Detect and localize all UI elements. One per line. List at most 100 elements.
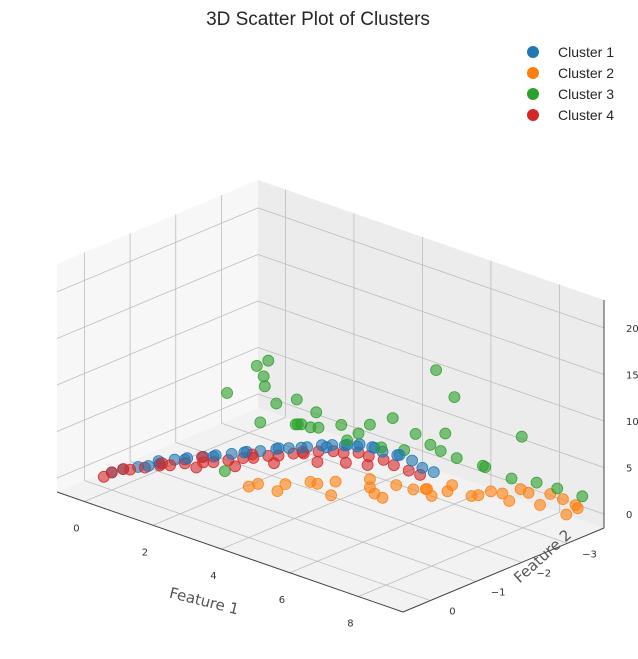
data-point (390, 479, 403, 492)
data-point (196, 451, 208, 464)
data-point (254, 416, 267, 429)
x-tick-label: 6 (279, 595, 285, 606)
data-point (376, 491, 389, 504)
y-grid-line (129, 461, 477, 582)
data-point (221, 387, 234, 399)
axis-panes (57, 180, 604, 612)
data-point (503, 495, 516, 507)
data-point (363, 473, 376, 486)
x-tick-label: 2 (142, 547, 148, 558)
z-tick-label: 0 (626, 510, 632, 521)
data-point (375, 441, 388, 454)
legend-marker (527, 109, 539, 121)
data-point (416, 461, 429, 474)
data-point (386, 412, 399, 425)
axis-lines (56, 300, 605, 613)
legend-marker (527, 67, 539, 79)
data-point (311, 456, 324, 468)
data-point (450, 452, 463, 465)
data-point (534, 498, 546, 511)
data-point (434, 445, 447, 457)
data-point (238, 446, 251, 459)
legend-label: Cluster 3 (558, 86, 614, 102)
data-point (229, 460, 242, 473)
z-grid-line (257, 300, 605, 422)
data-point (124, 463, 137, 476)
back-wall-pane (258, 180, 604, 528)
data-point (353, 438, 366, 451)
x-axis-line (56, 491, 404, 613)
y-tick-label: −1 (491, 587, 506, 598)
data-point (427, 466, 440, 479)
data-point (557, 493, 569, 506)
x-grid-line (221, 464, 423, 550)
legend-label: Cluster 2 (558, 65, 614, 81)
data-point (218, 465, 231, 478)
legend-label: Cluster 1 (558, 44, 614, 60)
data-point (341, 434, 354, 447)
data-point (576, 490, 589, 503)
data-point (270, 442, 283, 455)
x-grid-line (358, 512, 560, 597)
data-point (515, 430, 528, 443)
x-tick-label: 4 (210, 571, 216, 582)
z-tick-label: 5 (626, 464, 632, 475)
data-point (320, 441, 333, 454)
data-point (252, 477, 264, 490)
data-point (257, 370, 270, 383)
data-point (363, 418, 376, 431)
legend-marker (527, 88, 539, 100)
floor-pane (57, 408, 604, 612)
x-grid-line (289, 488, 492, 574)
data-point (530, 476, 543, 489)
data-point (421, 483, 433, 495)
data-point (441, 485, 454, 498)
data-point (290, 393, 303, 406)
data-point (472, 489, 485, 502)
data-point (310, 406, 323, 419)
data-point (409, 427, 422, 440)
data-point (250, 359, 263, 372)
tick-labels: 0 2 4 6 8 −3 −2 −1 0 0 5 10 15 20 (73, 324, 638, 630)
data-point (402, 464, 415, 477)
data-point (514, 483, 527, 496)
z-grid-line (56, 207, 259, 293)
data-point (325, 489, 338, 502)
data-point (339, 456, 352, 469)
z-grid-line (56, 254, 259, 339)
data-point (209, 449, 222, 462)
legend-label: Cluster 4 (558, 107, 614, 123)
y-tick-label: −3 (582, 549, 597, 560)
y-grid-line (84, 480, 431, 601)
data-point (291, 418, 304, 431)
data-point (505, 472, 518, 485)
z-grid-line (257, 254, 605, 375)
data-point (496, 487, 509, 500)
data-point (406, 454, 419, 467)
data-point (271, 485, 284, 498)
z-tick-label: 20 (626, 324, 638, 335)
data-point (181, 452, 194, 465)
data-point (424, 438, 437, 451)
data-point (361, 459, 374, 471)
chart-title: 3D Scatter Plot of Clusters (206, 9, 430, 30)
data-point (476, 459, 489, 472)
x-tick-label: 8 (347, 619, 353, 630)
data-point (430, 364, 443, 377)
data-point (387, 459, 400, 472)
data-point (279, 478, 292, 491)
data-points (97, 354, 589, 521)
data-point (262, 354, 275, 367)
z-grid-line (257, 207, 605, 329)
data-point (551, 482, 564, 495)
data-point (97, 470, 110, 483)
z-grid-line (56, 347, 259, 432)
data-point (393, 448, 406, 461)
data-point (304, 475, 317, 488)
x-axis-label: Feature 1 (168, 584, 241, 619)
legend: Cluster 1 Cluster 2 Cluster 3 Cluster 4 (527, 44, 614, 123)
data-point (407, 483, 420, 496)
y-tick-label: 0 (449, 607, 455, 618)
legend-marker (527, 46, 539, 58)
